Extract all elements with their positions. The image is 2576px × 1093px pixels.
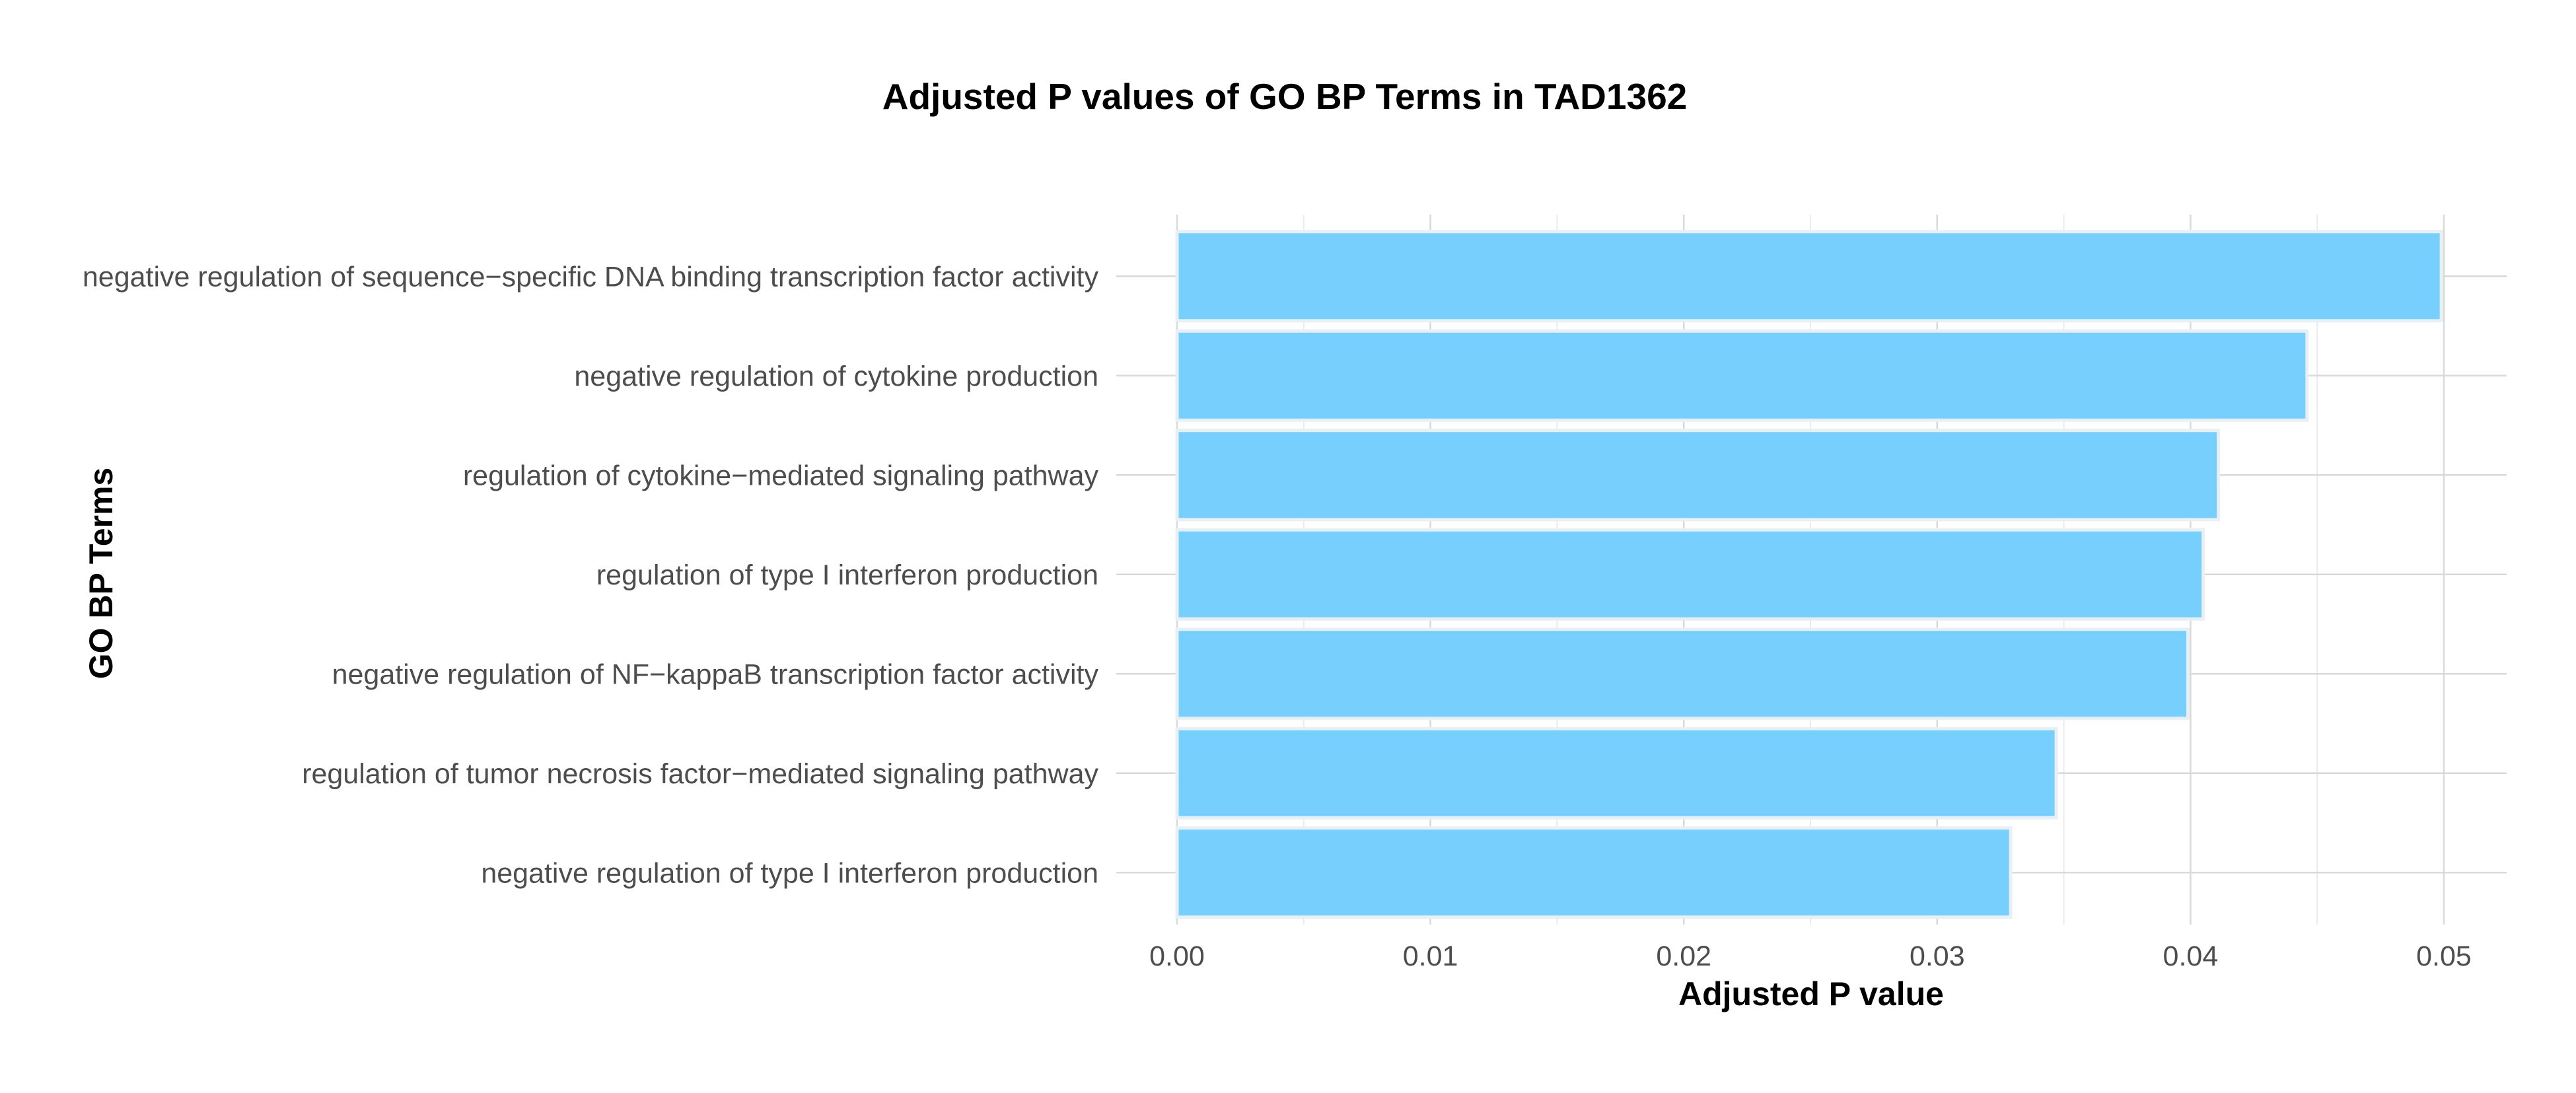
x-tick-label: 0.02 [1656, 940, 1711, 972]
chart-title: Adjusted P values of GO BP Terms in TAD1… [882, 76, 1688, 117]
category-label: negative regulation of NF−kappaB transcr… [332, 658, 1099, 690]
x-tick-label: 0.04 [2163, 940, 2219, 972]
y-labels-layer: negative regulation of sequence−specific… [83, 261, 1099, 889]
bar-2 [1175, 329, 2309, 422]
bar-1 [1175, 230, 2443, 323]
category-label: regulation of type I interferon producti… [596, 559, 1098, 591]
x-tick-label: 0.05 [2416, 940, 2472, 972]
bar-3 [1175, 429, 2221, 522]
y-axis-title: GO BP Terms [83, 468, 120, 679]
bars-layer [1175, 230, 2443, 919]
bar-5 [1175, 627, 2190, 721]
category-label: regulation of tumor necrosis factor−medi… [302, 758, 1098, 790]
bar-7 [1175, 826, 2013, 919]
bar-6 [1175, 726, 2058, 820]
x-ticks-layer: 0.00 0.01 0.02 0.03 0.04 0.05 [1149, 940, 2472, 972]
category-label: regulation of cytokine−mediated signalin… [463, 460, 1099, 491]
category-label: negative regulation of sequence−specific… [83, 261, 1099, 293]
x-tick-label: 0.03 [1910, 940, 1965, 972]
category-label: negative regulation of cytokine producti… [574, 361, 1098, 392]
bar-4 [1175, 528, 2205, 621]
x-tick-label: 0.01 [1403, 940, 1458, 972]
category-label: negative regulation of type I interferon… [481, 857, 1098, 889]
x-axis-title: Adjusted P value [1678, 975, 1944, 1012]
x-tick-label: 0.00 [1149, 940, 1205, 972]
